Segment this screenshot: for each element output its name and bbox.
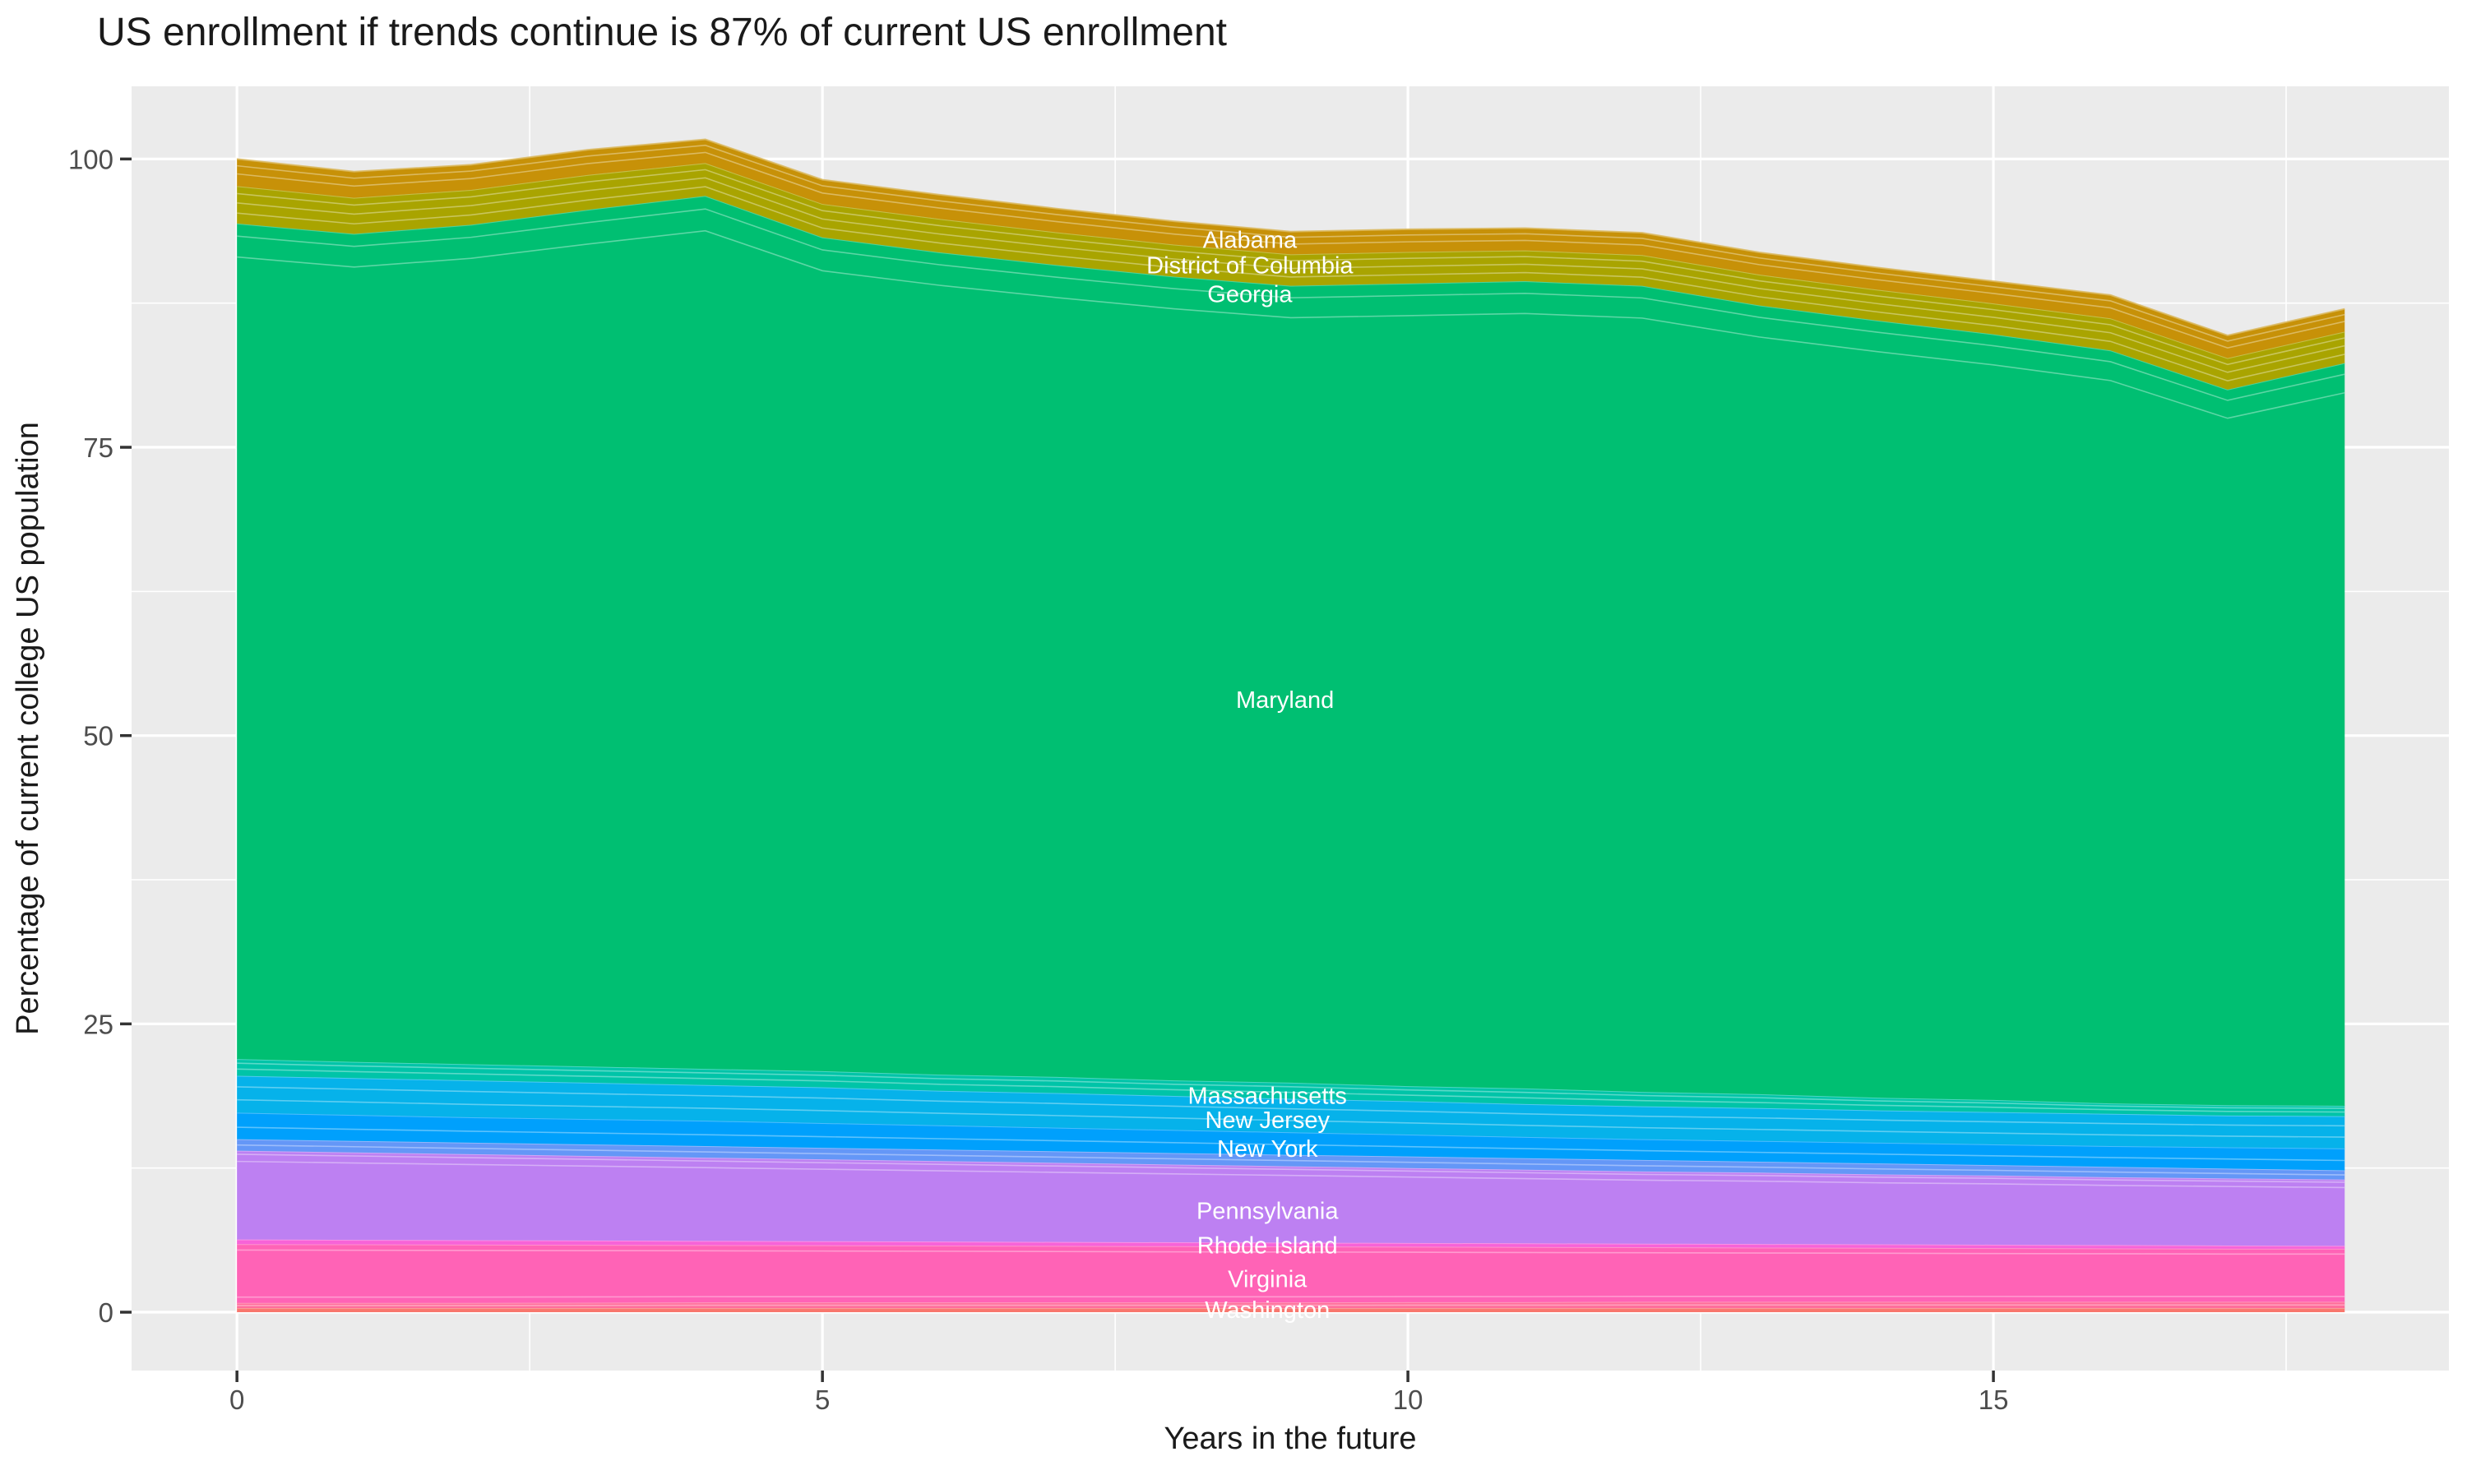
band-olive-subline <box>237 186 2345 382</box>
state-label-virginia: Virginia <box>1228 1266 1308 1292</box>
band-teal <box>237 1059 2345 1116</box>
state-label-georgia: Georgia <box>1207 281 1293 307</box>
band-blue <box>237 1112 2345 1171</box>
chart-title: US enrollment if trends continue is 87% … <box>97 11 1227 54</box>
band-purple <box>237 1150 2345 1246</box>
state-label-district-of-columbia: District of Columbia <box>1146 252 1354 279</box>
x-tick-label: 10 <box>1393 1385 1423 1415</box>
state-label-new-york: New York <box>1217 1136 1318 1163</box>
band-teal-subline <box>237 1062 2345 1109</box>
band-blue-subline <box>237 1126 2345 1162</box>
band-blue-violet-subline <box>237 1144 2345 1176</box>
band-orange-subline <box>237 144 2345 342</box>
band-salmon-pink-subline <box>237 1304 2345 1306</box>
band-olive-subline <box>237 177 2345 373</box>
y-tick-label: 0 <box>99 1297 113 1328</box>
state-label-new-jersey: New Jersey <box>1205 1107 1330 1134</box>
band-green-subline <box>237 229 2345 419</box>
state-label-alabama: Alabama <box>1203 228 1298 254</box>
band-pink-subline <box>237 1249 2345 1255</box>
band-cyan-subline <box>237 1086 2345 1127</box>
band-orange-edge <box>237 138 2345 337</box>
y-tick-label: 100 <box>68 144 113 174</box>
state-label-rhode-island: Rhode Island <box>1197 1233 1338 1260</box>
band-orange <box>237 139 2345 358</box>
band-purple-subline <box>237 1160 2345 1189</box>
y-tick-label: 50 <box>83 721 113 751</box>
x-tick-label: 0 <box>229 1385 244 1415</box>
band-pink <box>237 1244 2345 1303</box>
band-cyan-subline <box>237 1098 2345 1138</box>
band-purple-subline <box>237 1153 2345 1183</box>
x-axis-title: Years in the future <box>1164 1422 1416 1456</box>
state-label-washington: Washington <box>1205 1297 1330 1324</box>
state-label-massachusetts: Massachusetts <box>1188 1083 1347 1109</box>
state-label-pennsylvania: Pennsylvania <box>1196 1199 1339 1225</box>
band-teal-subline <box>237 1068 2345 1113</box>
y-axis-title: Percentage of current college US populat… <box>11 422 45 1035</box>
y-tick-label: 25 <box>83 1009 113 1039</box>
x-tick-label: 5 <box>815 1385 830 1415</box>
band-blue-violet <box>237 1139 2345 1180</box>
x-tick-label: 15 <box>1979 1385 2009 1415</box>
band-red <box>237 1308 2345 1313</box>
band-green-subline <box>237 208 2345 401</box>
band-olive-subline <box>237 169 2345 366</box>
band-orange-subline <box>237 151 2345 349</box>
y-tick-label: 75 <box>83 432 113 463</box>
band-green <box>237 196 2345 1106</box>
state-label-maryland: Maryland <box>1236 687 1334 714</box>
